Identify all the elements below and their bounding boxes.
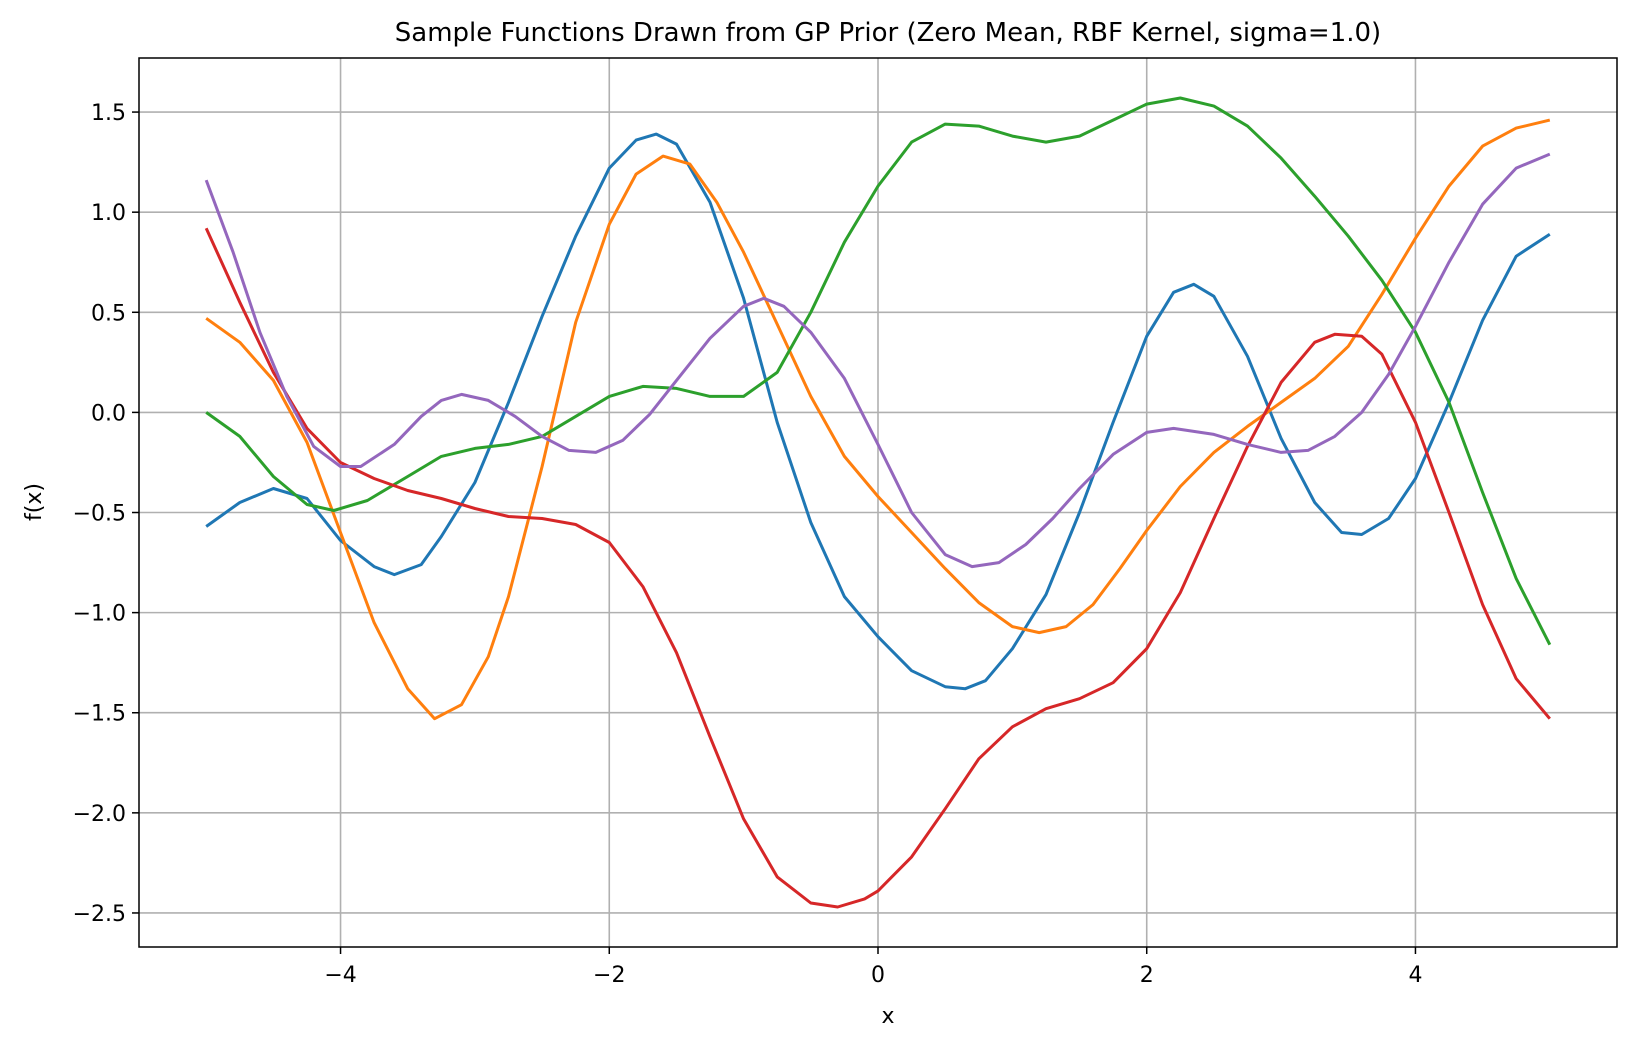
y-axis-label: f(x) <box>22 483 47 521</box>
series-line-4 <box>204 227 1551 909</box>
y-axis-ticks: 1.5 1.0 0.5 0.0 −0.5 −1.0 −1.5 −2.0 −2.5 <box>73 101 139 927</box>
y-tick-label: 1.0 <box>91 201 126 226</box>
x-axis-label: x <box>881 1004 894 1029</box>
x-tick-label: −2 <box>593 963 625 988</box>
y-tick-label: −1.5 <box>73 702 126 727</box>
x-tick-label: 2 <box>1140 963 1154 988</box>
x-tick-label: −4 <box>324 963 356 988</box>
y-tick-label: −1.0 <box>73 602 126 627</box>
series-line-3 <box>205 96 1552 646</box>
y-tick-label: −2.5 <box>73 902 126 927</box>
x-axis-ticks: −4 −2 0 2 4 <box>324 947 1422 988</box>
y-tick-label: −2.0 <box>73 802 126 827</box>
x-tick-label: 4 <box>1408 963 1422 988</box>
y-tick-label: 0.0 <box>91 401 126 426</box>
y-tick-label: 1.5 <box>91 101 126 126</box>
series-line-5 <box>204 152 1551 569</box>
y-tick-label: 0.5 <box>91 301 126 326</box>
series-line-2 <box>205 118 1551 721</box>
series-line-1 <box>205 132 1551 691</box>
chart-title: Sample Functions Drawn from GP Prior (Ze… <box>395 18 1381 48</box>
series-lines <box>204 96 1552 909</box>
grid <box>139 58 1617 947</box>
x-tick-label: 0 <box>871 963 885 988</box>
y-tick-label: −0.5 <box>73 502 126 527</box>
